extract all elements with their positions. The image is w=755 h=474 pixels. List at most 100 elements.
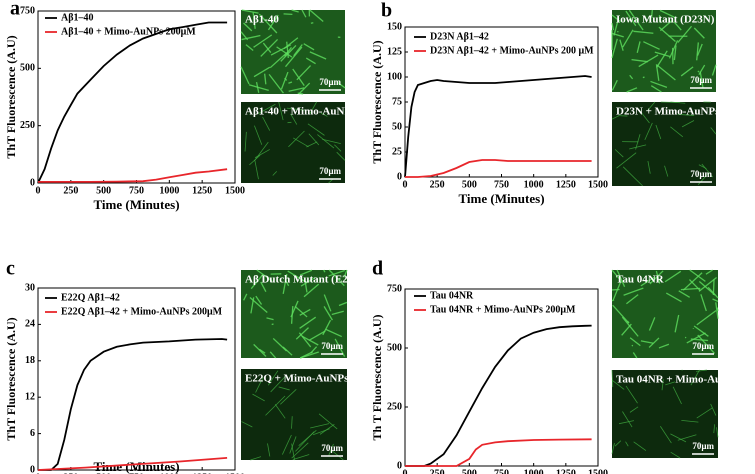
fibril bbox=[670, 126, 684, 138]
fibril bbox=[330, 449, 344, 461]
series-line bbox=[38, 338, 228, 471]
fibril bbox=[670, 433, 687, 443]
micrograph: E22Q + Mimo-AuNPs 70µm bbox=[241, 369, 349, 461]
fibril bbox=[248, 84, 269, 91]
fibril bbox=[319, 423, 335, 435]
fibril bbox=[301, 335, 319, 346]
fibril bbox=[710, 127, 717, 135]
fibril bbox=[272, 171, 278, 176]
y-axis-label: ThT Fluorescence (A.U) bbox=[4, 317, 18, 440]
fibril bbox=[611, 115, 620, 120]
fibril bbox=[656, 50, 668, 68]
x-tick-label: 250 bbox=[63, 472, 78, 474]
x-tick-label: 1500 bbox=[588, 468, 608, 474]
legend-label: Aβ1–40 bbox=[61, 12, 94, 23]
fibril bbox=[611, 14, 621, 23]
fibril bbox=[255, 376, 264, 393]
fibril bbox=[328, 269, 345, 287]
y-tick-label: 100 bbox=[387, 71, 402, 82]
fibril bbox=[622, 29, 634, 48]
fibril bbox=[631, 58, 648, 63]
series-line bbox=[37, 457, 228, 471]
fibril bbox=[264, 73, 267, 85]
micrograph-label: Tau 04NR + Mimo-AuNPs bbox=[616, 374, 741, 386]
series-line bbox=[404, 75, 592, 178]
fibril bbox=[310, 423, 330, 429]
y-tick-label: 150 bbox=[387, 21, 402, 32]
fibril bbox=[673, 45, 677, 61]
fibril bbox=[322, 138, 341, 145]
fibril bbox=[252, 393, 265, 402]
fibril bbox=[250, 273, 264, 290]
x-tick-label: 1250 bbox=[192, 472, 212, 474]
fibril bbox=[629, 337, 641, 347]
fibril bbox=[274, 404, 286, 419]
fibril bbox=[278, 386, 290, 391]
x-tick-label: 0 bbox=[403, 179, 408, 190]
micrograph: D23N + Mimo-AuNPs 70µm bbox=[611, 101, 720, 187]
fibril bbox=[621, 316, 639, 337]
fibril bbox=[291, 442, 309, 459]
fibril bbox=[716, 427, 719, 438]
fibril bbox=[677, 25, 693, 43]
fibril bbox=[267, 443, 271, 457]
fibril bbox=[670, 101, 686, 104]
fibril bbox=[629, 406, 639, 413]
fibril bbox=[241, 34, 261, 41]
fibril bbox=[681, 120, 695, 128]
fibril bbox=[696, 310, 717, 326]
micrograph-label: Aβ1-40 + Mimo-AuNPs bbox=[245, 106, 356, 118]
fibril bbox=[680, 66, 694, 77]
y-tick-label: 500 bbox=[387, 342, 402, 353]
legend-label: Tau 04NR bbox=[430, 290, 474, 301]
fibril bbox=[309, 9, 324, 22]
micrograph-label: Tau 04NR bbox=[616, 274, 665, 286]
fibril bbox=[250, 456, 262, 461]
y-tick-label: 6 bbox=[30, 428, 35, 439]
fibril bbox=[287, 270, 308, 284]
fibril bbox=[318, 413, 338, 430]
fibril bbox=[632, 352, 638, 359]
fibril bbox=[286, 41, 289, 58]
fibril bbox=[686, 332, 706, 344]
x-tick-label: 0 bbox=[403, 468, 408, 474]
legend-label: E22Q Aβ1–42 bbox=[61, 292, 120, 303]
fibril bbox=[636, 41, 641, 53]
x-tick-label: 500 bbox=[462, 179, 477, 190]
fibril bbox=[266, 317, 274, 321]
fibril bbox=[243, 22, 253, 32]
fibril bbox=[252, 12, 256, 29]
fibril bbox=[254, 149, 270, 159]
scale-label: 70µm bbox=[321, 341, 343, 351]
fibril bbox=[689, 269, 706, 282]
fibril bbox=[260, 281, 267, 292]
fibril bbox=[334, 338, 346, 357]
fibril bbox=[611, 379, 625, 390]
fibril bbox=[278, 101, 284, 121]
fibril bbox=[655, 270, 661, 284]
fibril bbox=[612, 280, 622, 301]
fibril bbox=[611, 23, 615, 31]
fibril bbox=[613, 17, 620, 36]
fibril bbox=[690, 369, 700, 386]
fibril bbox=[696, 42, 699, 61]
fibril bbox=[293, 44, 303, 57]
fibril bbox=[705, 269, 713, 275]
fibril bbox=[240, 66, 250, 85]
fibril bbox=[697, 334, 716, 354]
fibril bbox=[670, 451, 681, 459]
fibril bbox=[253, 343, 267, 357]
fibril bbox=[621, 323, 632, 336]
fibril bbox=[241, 421, 253, 428]
fibril bbox=[308, 133, 320, 146]
legend-label: Tau 04NR + Mimo-AuNPs 200μM bbox=[430, 304, 576, 315]
fibril bbox=[299, 316, 317, 329]
fibril bbox=[244, 131, 247, 152]
fibril bbox=[647, 101, 656, 112]
panel-letter: b bbox=[381, 0, 392, 22]
fibril bbox=[659, 9, 677, 19]
fibril bbox=[616, 152, 637, 169]
fibril bbox=[678, 290, 690, 298]
scale-label: 70µm bbox=[319, 77, 341, 87]
fibril bbox=[282, 434, 292, 455]
